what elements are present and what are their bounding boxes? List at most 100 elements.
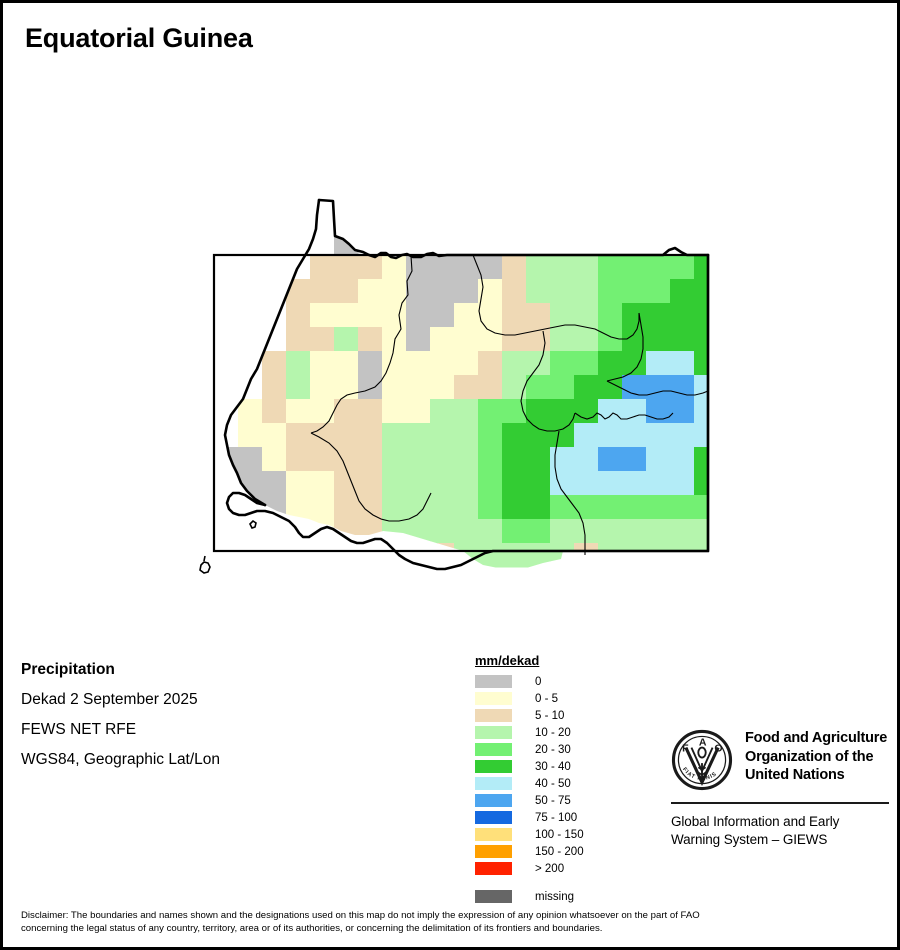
raster-cell <box>358 399 383 424</box>
raster-cell <box>550 447 575 472</box>
legend-row: 150 - 200 <box>471 843 641 860</box>
raster-cell <box>430 255 455 280</box>
fao-org-line-1: Food and Agriculture <box>745 730 888 746</box>
legend-title: mm/dekad <box>475 653 540 668</box>
legend-swatch <box>475 794 512 807</box>
svg-text:F: F <box>682 742 689 754</box>
raster-cell <box>382 399 407 424</box>
raster-cell <box>334 327 359 352</box>
disclaimer-line-2: concerning the legal status of any count… <box>21 922 603 934</box>
raster-cell <box>334 303 359 328</box>
raster-cell <box>430 375 455 400</box>
svg-text:O: O <box>714 742 722 754</box>
legend-row: 20 - 30 <box>471 741 641 758</box>
raster-cell <box>478 303 503 328</box>
raster-cell <box>406 303 431 328</box>
raster-cell <box>526 279 551 304</box>
raster-cell <box>358 495 383 520</box>
legend-label: 5 - 10 <box>535 709 565 722</box>
raster-cell <box>622 351 647 376</box>
raster-cell <box>358 255 383 280</box>
legend-swatch <box>475 760 512 773</box>
raster-cell <box>286 471 311 496</box>
fao-organization-name: Food and Agriculture Organization of the… <box>745 729 887 785</box>
raster-cell <box>502 351 527 376</box>
raster-cell <box>430 279 455 304</box>
disclaimer-line-1: Disclaimer: The boundaries and names sho… <box>21 910 700 921</box>
raster-cell <box>502 255 527 280</box>
raster-cell <box>550 255 575 280</box>
legend-label: > 200 <box>535 862 565 875</box>
legend-row: 0 <box>471 673 641 690</box>
raster-cell <box>286 543 311 568</box>
raster-cell <box>598 519 623 544</box>
raster-cell <box>622 495 647 520</box>
legend-label: 75 - 100 <box>535 811 578 824</box>
info-heading: Precipitation <box>21 661 115 678</box>
giews-line-1: Global Information and Early <box>671 814 840 829</box>
raster-cell <box>310 351 335 376</box>
raster-cell <box>382 543 407 568</box>
legend-swatch <box>475 709 512 722</box>
raster-cell <box>382 351 407 376</box>
raster-cell <box>622 471 647 496</box>
legend-swatch <box>475 675 512 688</box>
raster-cell <box>694 519 708 544</box>
raster-cell <box>646 399 671 424</box>
raster-cell <box>406 375 431 400</box>
raster-cell <box>598 303 623 328</box>
raster-cell <box>310 423 335 448</box>
raster-cell <box>502 519 527 544</box>
raster-cell <box>358 447 383 472</box>
legend-swatch <box>475 743 512 756</box>
raster-cell <box>478 399 503 424</box>
raster-cell <box>334 399 359 424</box>
raster-cell <box>310 495 335 520</box>
fao-divider <box>671 802 889 804</box>
raster-cell <box>286 303 311 328</box>
fao-org-line-3: United Nations <box>745 767 845 783</box>
raster-cell <box>574 543 599 568</box>
legend-label: 30 - 40 <box>535 760 571 773</box>
raster-cell <box>574 279 599 304</box>
raster-cell <box>526 519 551 544</box>
raster-cell <box>670 255 695 280</box>
raster-cell <box>262 495 287 520</box>
raster-cell <box>550 327 575 352</box>
raster-cell <box>406 399 431 424</box>
legend-row: 100 - 150 <box>471 826 641 843</box>
legend-row: 30 - 40 <box>471 758 641 775</box>
raster-cell <box>622 447 647 472</box>
legend-swatch <box>475 726 512 739</box>
raster-cell <box>550 471 575 496</box>
raster-cell <box>646 495 671 520</box>
legend-swatch-missing <box>475 890 512 903</box>
raster-cell <box>502 447 527 472</box>
raster-cell <box>478 471 503 496</box>
raster-cell <box>646 303 671 328</box>
raster-cell <box>526 351 551 376</box>
raster-cell <box>262 351 287 376</box>
raster-cell <box>382 471 407 496</box>
raster-cell <box>430 303 455 328</box>
legend-label: 100 - 150 <box>535 828 584 841</box>
raster-cell <box>334 423 359 448</box>
raster-cell <box>334 255 359 280</box>
raster-cell <box>286 327 311 352</box>
raster-cell <box>622 543 647 568</box>
raster-cell <box>646 279 671 304</box>
raster-cell <box>670 495 695 520</box>
raster-cell <box>262 519 287 544</box>
legend-row: > 200 <box>471 860 641 877</box>
raster-cell <box>598 543 623 568</box>
precipitation-map <box>199 198 710 574</box>
raster-cell <box>502 543 527 568</box>
raster-cell <box>382 279 407 304</box>
raster-cell <box>430 471 455 496</box>
raster-cell <box>454 495 479 520</box>
raster-cell <box>622 279 647 304</box>
raster-cell <box>430 495 455 520</box>
fao-logo: F A O FIAT PANIS <box>671 729 733 791</box>
legend-row: 75 - 100 <box>471 809 641 826</box>
raster-cell <box>454 351 479 376</box>
